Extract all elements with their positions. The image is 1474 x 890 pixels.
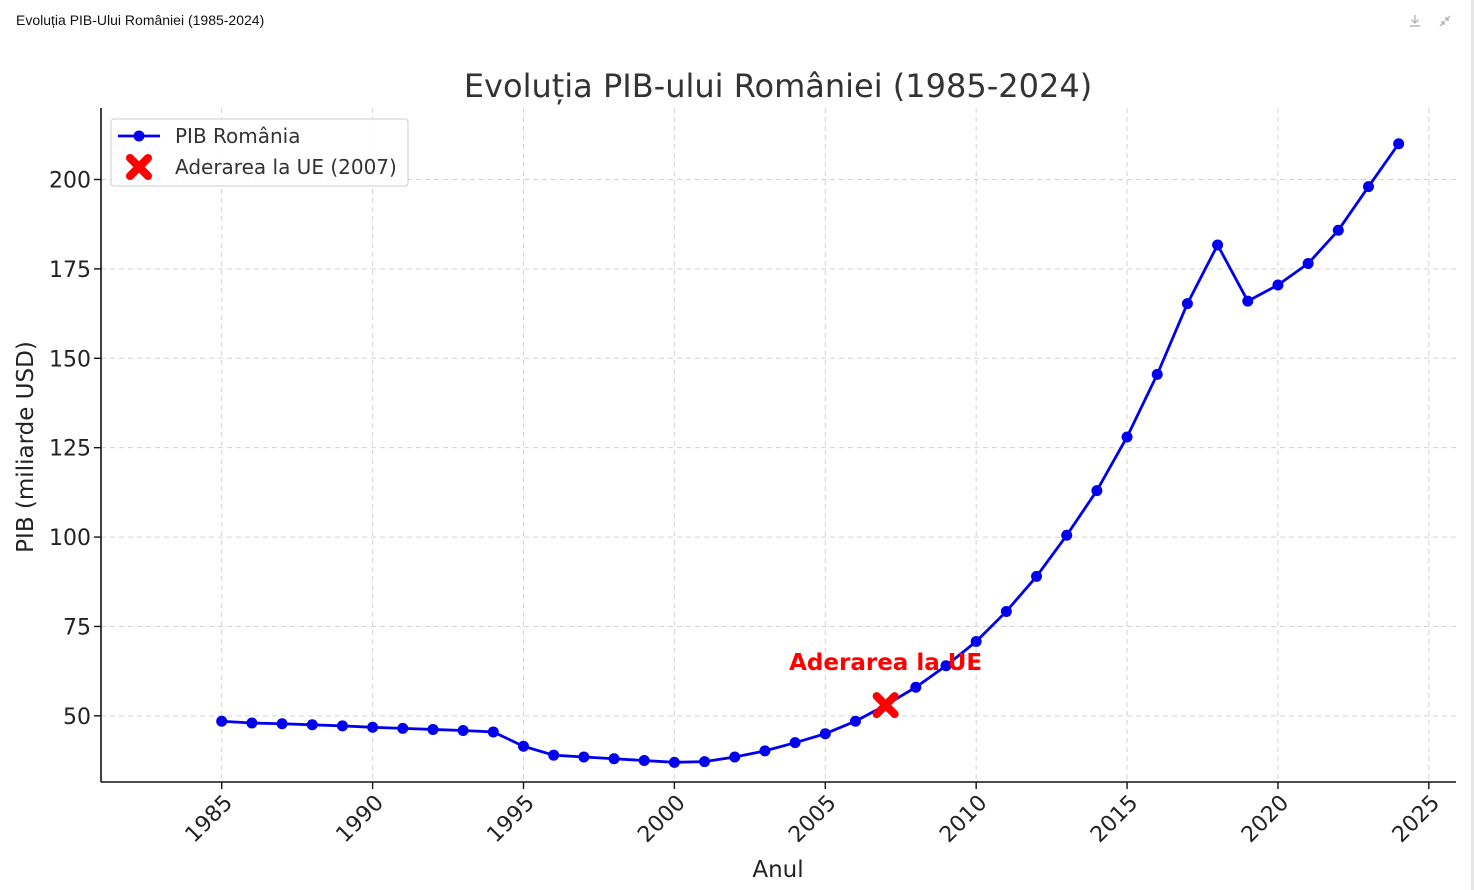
x-tick-label: 2010	[935, 791, 992, 848]
collapse-icon[interactable]	[1436, 12, 1454, 30]
data-point	[397, 722, 409, 734]
y-tick-label: 175	[49, 258, 91, 283]
data-point	[1091, 485, 1103, 497]
cross-stroke	[872, 692, 899, 719]
data-point	[1242, 295, 1254, 307]
y-tick-label: 200	[49, 169, 91, 194]
legend-label-annotation: Aderarea la UE (2007)	[175, 155, 397, 179]
data-point	[1000, 605, 1012, 617]
data-point	[608, 753, 620, 765]
eu-accession-label: Aderarea la UE	[789, 650, 982, 676]
data-point	[1212, 239, 1224, 251]
x-tick-label: 1995	[482, 791, 539, 848]
series-layer	[216, 138, 1405, 768]
data-point	[216, 715, 228, 727]
data-point	[457, 725, 469, 737]
y-tick-label: 125	[49, 437, 91, 462]
data-point	[819, 728, 831, 740]
window-title: Evoluția PIB-Ului României (1985-2024)	[16, 12, 265, 28]
data-point	[729, 751, 741, 763]
data-point	[517, 740, 529, 752]
x-tick-label: 2020	[1237, 791, 1294, 848]
data-point	[1061, 529, 1073, 541]
x-tick-label: 2000	[633, 791, 690, 848]
data-point	[367, 721, 379, 733]
data-point	[427, 723, 439, 735]
x-tick-label: 2025	[1388, 791, 1445, 848]
data-point	[910, 681, 922, 693]
data-point	[638, 755, 650, 767]
series-line	[221, 142, 1400, 764]
x-axis-label: Anul	[752, 857, 803, 883]
window-border	[1471, 0, 1474, 890]
cross-stroke	[126, 154, 152, 180]
data-point	[759, 745, 771, 757]
data-point	[578, 751, 590, 763]
x-tick-label: 1990	[332, 791, 389, 848]
data-point	[1362, 181, 1374, 193]
legend-cross-swatch	[126, 154, 152, 180]
y-tick-label: 50	[63, 705, 91, 730]
data-point	[668, 756, 680, 768]
y-axis-label: PIB (miliarde USD)	[13, 341, 39, 553]
data-point	[1181, 298, 1193, 310]
x-tick-label: 2015	[1086, 791, 1143, 848]
y-tick-label: 150	[49, 347, 91, 372]
data-point	[789, 737, 801, 749]
legend: PIB România Aderarea la UE (2007)	[110, 118, 409, 187]
data-point	[1031, 570, 1043, 582]
data-point	[246, 717, 258, 729]
chart-title: Evoluția PIB-ului României (1985-2024)	[464, 67, 1092, 105]
data-point	[548, 749, 560, 761]
x-tick-label: 1985	[181, 791, 238, 848]
data-point	[306, 719, 318, 731]
data-point	[699, 756, 711, 768]
legend-box	[110, 118, 409, 187]
data-point	[1332, 224, 1344, 236]
y-tick-label: 75	[63, 615, 91, 640]
x-tick-label: 2005	[784, 791, 841, 848]
annotation-layer: Aderarea la UE	[789, 650, 982, 719]
grid-lines	[101, 108, 1456, 782]
eu-accession-marker	[872, 692, 899, 719]
data-point	[849, 715, 861, 727]
data-point	[276, 718, 288, 730]
legend-label-series: PIB România	[175, 124, 301, 148]
data-point	[487, 726, 499, 738]
download-icon[interactable]	[1406, 12, 1424, 30]
data-point	[336, 720, 348, 732]
data-point	[1272, 279, 1284, 291]
data-point	[1151, 368, 1163, 380]
data-point	[970, 635, 982, 647]
data-point	[1393, 138, 1405, 150]
axes: 50 75 100 125 150 175 200 1985 1990 1995 2000 2005 2…	[49, 108, 1456, 848]
data-point	[1302, 258, 1314, 270]
y-tick-label: 100	[49, 526, 91, 551]
data-point	[940, 660, 952, 672]
legend-marker-swatch	[133, 130, 145, 142]
data-point	[1121, 431, 1133, 443]
window-title-bar: Evoluția PIB-Ului României (1985-2024)	[0, 0, 1474, 42]
